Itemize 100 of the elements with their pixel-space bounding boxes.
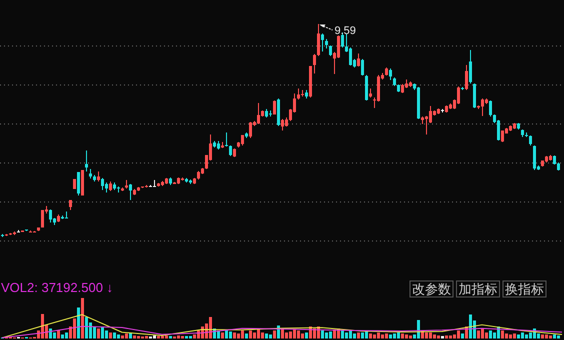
candlestick <box>349 46 352 66</box>
candlestick <box>273 100 276 116</box>
bar <box>65 332 68 339</box>
candlestick <box>257 102 260 125</box>
candlestick <box>101 177 104 190</box>
bar <box>385 334 388 339</box>
bar <box>73 318 76 339</box>
bar <box>265 334 268 339</box>
candlestick <box>533 144 536 170</box>
bar <box>489 330 492 339</box>
candlestick <box>317 24 320 56</box>
bar <box>341 330 344 339</box>
candlestick <box>85 150 88 172</box>
candlestick <box>501 130 504 143</box>
bar <box>437 335 440 339</box>
candlestick <box>109 181 112 192</box>
chart-title: VOL2: 37192.500 ↓ <box>1 280 114 295</box>
annotation: 9.59 <box>334 25 356 37</box>
candlestick <box>329 44 332 56</box>
bar <box>425 332 428 339</box>
bar <box>61 334 64 339</box>
bar <box>221 332 224 339</box>
candlestick <box>225 132 228 147</box>
candlestick <box>465 64 468 91</box>
candlestick <box>489 100 492 118</box>
bar <box>133 335 136 339</box>
bar <box>233 332 236 339</box>
bar <box>145 336 148 339</box>
bar <box>181 336 184 339</box>
candlestick <box>337 35 340 59</box>
bar <box>373 334 376 339</box>
candlestick <box>321 33 324 52</box>
bar <box>393 334 396 339</box>
bar <box>509 334 512 339</box>
bar <box>529 332 532 339</box>
bar <box>361 332 364 339</box>
bar <box>105 330 108 339</box>
bar <box>97 328 100 339</box>
bar <box>513 334 516 339</box>
candlestick <box>473 83 476 109</box>
bar <box>273 330 276 339</box>
candlestick <box>457 86 460 104</box>
bar <box>225 330 228 339</box>
bar <box>349 330 352 339</box>
bar <box>85 317 88 339</box>
bar <box>549 335 552 339</box>
bar <box>557 335 560 339</box>
candlestick <box>97 171 100 182</box>
bar <box>125 334 128 339</box>
bar <box>481 328 484 339</box>
bar <box>109 332 112 339</box>
bar <box>41 314 44 339</box>
bar <box>501 330 504 339</box>
bar <box>357 332 360 339</box>
bar <box>93 326 96 339</box>
bar <box>157 336 160 339</box>
bar <box>305 332 308 339</box>
bar <box>137 336 140 339</box>
candlestick <box>249 121 252 138</box>
bar <box>121 335 124 339</box>
bar <box>321 330 324 339</box>
bar <box>517 334 520 339</box>
bar <box>237 334 240 339</box>
bar <box>441 336 444 339</box>
candlestick <box>529 135 532 146</box>
bar <box>77 308 80 339</box>
bar <box>261 332 264 339</box>
bar <box>325 332 328 339</box>
bar <box>521 332 524 339</box>
candlestick <box>429 106 432 124</box>
candlestick <box>481 98 484 117</box>
candlestick <box>153 179 156 187</box>
candlestick <box>469 49 472 84</box>
bar <box>545 334 548 339</box>
bar <box>429 332 432 339</box>
bar <box>229 331 232 339</box>
candlestick <box>357 52 360 68</box>
candlestick <box>297 88 300 100</box>
candlestick <box>129 183 132 200</box>
candlestick <box>105 182 108 194</box>
candlestick <box>325 38 328 49</box>
candlestick <box>497 119 500 142</box>
bar <box>193 334 196 339</box>
bar <box>453 334 456 339</box>
bar <box>81 298 84 339</box>
candlestick <box>77 172 80 196</box>
bar <box>461 334 464 339</box>
bar <box>409 335 412 339</box>
bar <box>329 331 332 339</box>
bar <box>457 330 460 339</box>
bar <box>113 332 116 339</box>
bar <box>53 332 56 339</box>
bar <box>189 336 192 339</box>
bar <box>245 334 248 339</box>
bar <box>285 332 288 339</box>
bar <box>293 330 296 339</box>
bar <box>257 330 260 339</box>
bar <box>241 330 244 339</box>
bar <box>301 334 304 339</box>
bar <box>353 334 356 339</box>
